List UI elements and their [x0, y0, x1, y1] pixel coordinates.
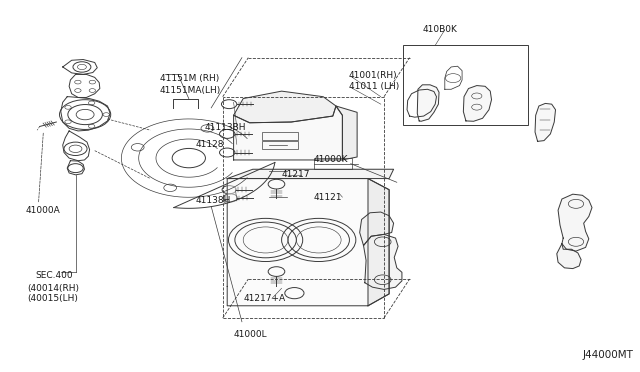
- Text: 41151MA(LH): 41151MA(LH): [160, 86, 221, 94]
- Text: 41011 (LH): 41011 (LH): [349, 82, 399, 91]
- Text: 41138H: 41138H: [196, 196, 231, 205]
- Text: 41000A: 41000A: [26, 206, 60, 215]
- Polygon shape: [364, 234, 402, 289]
- Bar: [403, 45, 528, 125]
- Text: 41113BH: 41113BH: [205, 123, 246, 132]
- Bar: [262, 132, 298, 140]
- Text: SEC.400: SEC.400: [35, 271, 73, 280]
- Polygon shape: [227, 169, 394, 179]
- Polygon shape: [234, 106, 342, 160]
- Text: 41151M (RH): 41151M (RH): [160, 74, 220, 83]
- Polygon shape: [227, 179, 389, 306]
- Text: 41000L: 41000L: [234, 330, 268, 339]
- Text: J44000MT: J44000MT: [583, 350, 634, 360]
- Text: (40014(RH): (40014(RH): [27, 284, 79, 293]
- Text: 41128: 41128: [196, 140, 225, 149]
- Polygon shape: [463, 86, 492, 121]
- Text: 410B0K: 410B0K: [422, 25, 457, 34]
- Polygon shape: [368, 179, 389, 306]
- Bar: [314, 158, 352, 169]
- Polygon shape: [360, 212, 394, 246]
- Text: 41000K: 41000K: [314, 155, 348, 164]
- Text: (40015(LH): (40015(LH): [27, 294, 77, 303]
- Bar: [262, 141, 298, 149]
- Text: 41217: 41217: [282, 170, 310, 179]
- Polygon shape: [535, 103, 556, 141]
- Text: 41001(RH): 41001(RH): [349, 71, 397, 80]
- Polygon shape: [557, 244, 581, 269]
- Polygon shape: [234, 91, 336, 123]
- Text: 41121: 41121: [314, 193, 342, 202]
- Polygon shape: [417, 85, 439, 121]
- Text: 41217+A: 41217+A: [243, 294, 285, 303]
- Polygon shape: [558, 194, 592, 251]
- Polygon shape: [336, 106, 357, 160]
